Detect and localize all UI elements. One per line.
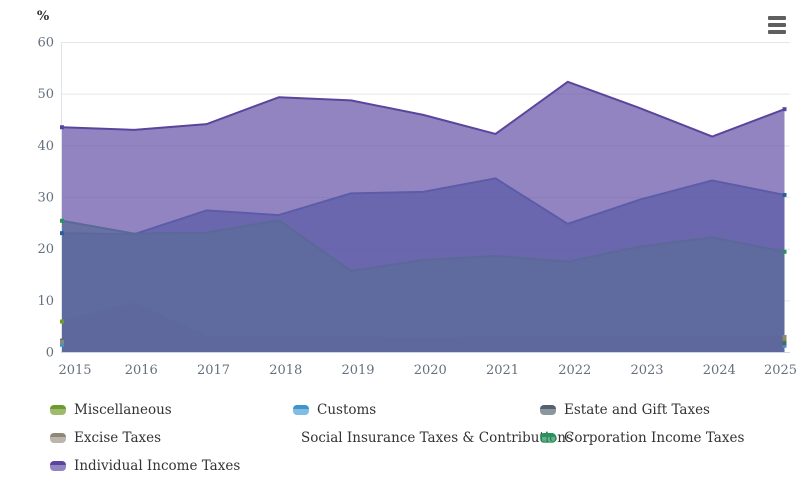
chart-legend: Miscellaneous Customs Estate and Gift Ta… [0, 400, 801, 475]
y-tick-label: 60 [37, 36, 54, 51]
legend-item-social-insurance-taxes[interactable]: Social Insurance Taxes & Contributions [293, 428, 573, 447]
hamburger-icon [768, 16, 790, 34]
legend-item-excise-taxes[interactable]: Excise Taxes [50, 428, 293, 447]
legend-label: Corporation Income Taxes [564, 429, 745, 446]
legend-item-estate-and-gift-taxes[interactable]: Estate and Gift Taxes [540, 400, 801, 419]
legend-label: Social Insurance Taxes & Contributions [301, 429, 573, 446]
point-marker [60, 319, 64, 324]
x-tick-label: 2016 [125, 363, 158, 378]
legend-label: Estate and Gift Taxes [564, 401, 710, 418]
legend-label: Individual Income Taxes [74, 457, 241, 474]
area-chart: 0 10 20 30 40 50 60 2015 2016 2017 2018 2019 2020 202… [37, 9, 797, 378]
legend-item-corporation-income-taxes[interactable]: Corporation Income Taxes [540, 428, 801, 447]
x-tick-label: 2015 [58, 363, 91, 378]
y-tick-label: 50 [37, 87, 54, 102]
line-series-individual-income-taxes [61, 80, 786, 138]
area-series-individual-income-taxes [62, 81, 785, 353]
area-series-icon [50, 460, 66, 471]
y-tick-label: 20 [37, 242, 54, 257]
x-tick-label: 2023 [630, 363, 663, 378]
x-tick-label: 2022 [558, 363, 591, 378]
point-marker [782, 335, 787, 340]
point-marker [782, 343, 787, 348]
point-marker [782, 107, 787, 112]
legend-item-individual-income-taxes[interactable]: Individual Income Taxes [50, 456, 293, 475]
legend-item-customs[interactable]: Customs [293, 400, 540, 419]
point-marker [60, 218, 64, 223]
legend-label: Customs [317, 401, 377, 418]
point-marker [782, 341, 787, 346]
x-tick-label: 2018 [269, 363, 302, 378]
point-marker [60, 339, 64, 344]
y-axis-title: % [37, 9, 50, 24]
legend-label: Miscellaneous [74, 401, 172, 418]
y-tick-label: 30 [37, 191, 54, 206]
x-tick-label: 2024 [703, 363, 736, 378]
legend-item-miscellaneous[interactable]: Miscellaneous [50, 400, 293, 419]
x-tick-label: 2019 [341, 363, 374, 378]
point-marker [60, 231, 64, 236]
y-tick-label: 40 [37, 139, 54, 154]
legend-label: Excise Taxes [74, 429, 162, 446]
area-series-icon [50, 432, 66, 443]
x-tick-label: 2025 [764, 363, 797, 378]
y-tick-label: 0 [46, 346, 54, 361]
point-marker [60, 342, 64, 347]
point-marker [782, 338, 787, 343]
point-marker [782, 249, 787, 254]
point-marker [60, 125, 64, 130]
area-series-icon [540, 432, 556, 443]
x-tick-label: 2021 [486, 363, 519, 378]
x-tick-label: 2020 [414, 363, 447, 378]
chart-context-menu-button[interactable] [766, 13, 792, 37]
area-series-icon [50, 404, 66, 415]
y-tick-label: 10 [37, 294, 54, 309]
area-series-icon [540, 404, 556, 415]
area-series-icon [293, 404, 309, 415]
point-marker [782, 192, 787, 197]
x-tick-label: 2017 [197, 363, 230, 378]
